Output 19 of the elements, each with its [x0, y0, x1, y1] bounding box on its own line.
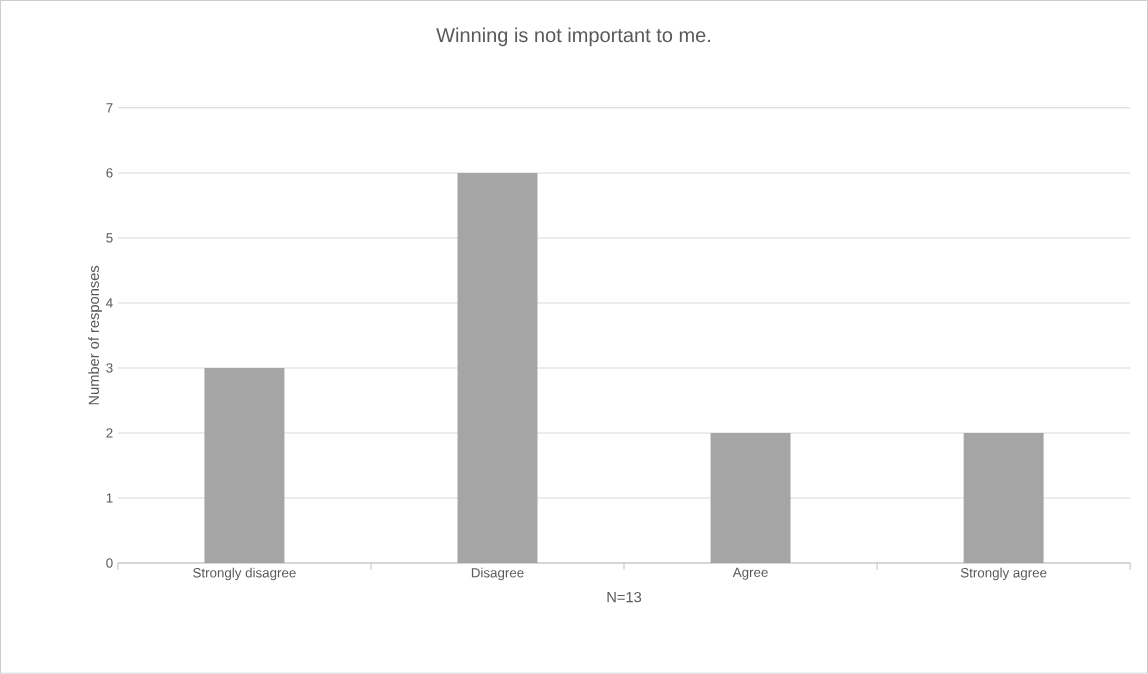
y-tick-label: 4	[106, 298, 113, 308]
x-tick-label: Strongly disagree	[193, 567, 296, 581]
y-tick-label: 0	[106, 558, 113, 568]
x-tick-label: Agree	[732, 567, 768, 580]
y-axis-title: Number of responses	[88, 265, 102, 405]
y-tick-label: 1	[106, 493, 113, 503]
y-tick-label: 7	[106, 103, 113, 113]
bar	[457, 172, 538, 564]
y-tick-label: 6	[106, 168, 113, 178]
bar	[204, 368, 285, 564]
y-tick-label: 3	[106, 363, 113, 373]
x-tick-label: Strongly agree	[960, 567, 1047, 581]
y-tick-label: 5	[106, 233, 113, 243]
chart-title: Winning is not important to me.	[436, 27, 711, 47]
bar	[710, 433, 791, 564]
bar	[963, 433, 1044, 564]
x-axis-title: N=13	[607, 592, 642, 603]
x-tick-label: Disagree	[471, 567, 524, 581]
y-tick-label: 2	[106, 428, 113, 438]
